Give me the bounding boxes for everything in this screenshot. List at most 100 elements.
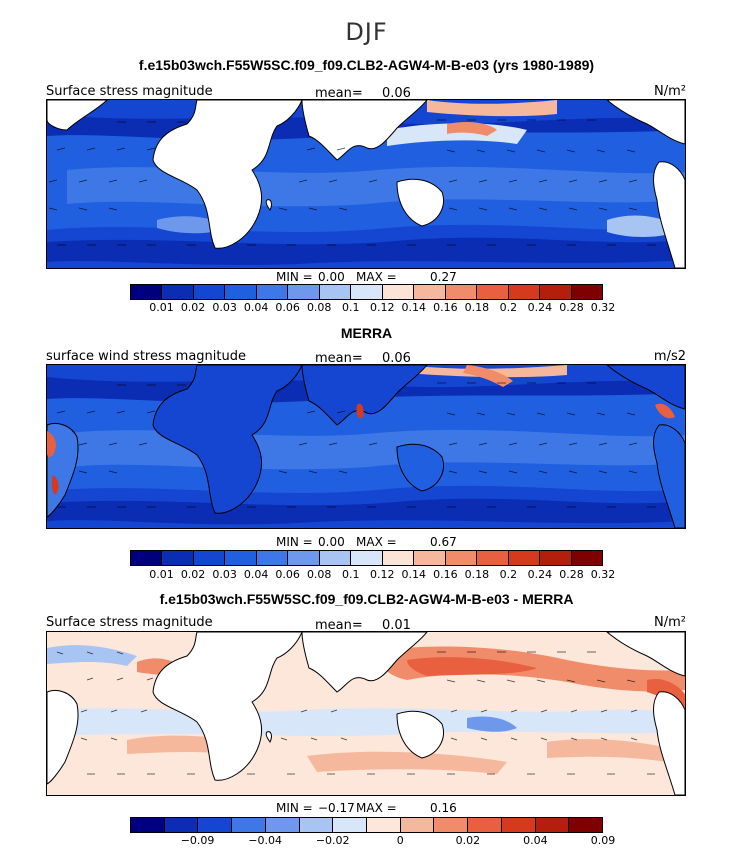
panel-1-min-value: 0.00 bbox=[318, 270, 345, 284]
panel-2-colorbar-ticks: 0.01 0.02 0.03 0.04 0.06 0.08 0.1 0.12 0.14 0.16 0… bbox=[130, 568, 615, 582]
colorbar-swatch bbox=[333, 818, 368, 832]
panel-1-map bbox=[46, 99, 686, 269]
panel-3-units: N/m² bbox=[654, 615, 686, 630]
panel-1-units: N/m² bbox=[654, 84, 686, 99]
colorbar-swatch bbox=[540, 551, 572, 565]
colorbar-swatch bbox=[477, 285, 509, 299]
colorbar-tick-label: 0.16 bbox=[433, 301, 458, 314]
colorbar-swatch bbox=[256, 285, 289, 299]
colorbar-swatch bbox=[535, 818, 570, 832]
colorbar-swatch bbox=[571, 551, 603, 565]
colorbar-tick-label: 0.01 bbox=[149, 568, 174, 581]
colorbar-swatch bbox=[162, 285, 194, 299]
colorbar-swatch bbox=[434, 818, 469, 832]
colorbar-tick-label: −0.04 bbox=[248, 834, 282, 847]
colorbar-swatch bbox=[225, 285, 257, 299]
colorbar-swatch bbox=[232, 818, 266, 832]
panel-1-colorbar-ticks: 0.01 0.02 0.03 0.04 0.06 0.08 0.1 0.12 0.14 0.16 0… bbox=[130, 301, 615, 315]
colorbar-tick-label: 0.14 bbox=[401, 301, 427, 314]
colorbar-tick-label: 0.2 bbox=[499, 568, 518, 581]
colorbar-swatch bbox=[193, 285, 226, 299]
colorbar-swatch bbox=[164, 818, 199, 832]
colorbar-tick-label: 0.28 bbox=[559, 568, 584, 581]
colorbar-tick-label: 0.02 bbox=[180, 301, 206, 314]
colorbar-tick-label: 0.16 bbox=[433, 568, 458, 581]
colorbar-swatch bbox=[367, 818, 401, 832]
colorbar-tick-label: 0.28 bbox=[559, 301, 584, 314]
colorbar-tick-label: 0.32 bbox=[590, 568, 616, 581]
panel-3-map bbox=[46, 631, 686, 796]
panel-2-min-value: 0.00 bbox=[318, 535, 345, 549]
colorbar-tick-label: 0.04 bbox=[243, 568, 269, 581]
colorbar-tick-label: −0.09 bbox=[180, 834, 215, 847]
panel-3-max-value: 0.16 bbox=[430, 801, 457, 815]
panel-3-mean-value: 0.01 bbox=[382, 618, 411, 633]
colorbar-swatch bbox=[351, 285, 383, 299]
panel-2-mean-label: mean= bbox=[315, 351, 363, 366]
colorbar-tick-label: 0.18 bbox=[464, 301, 490, 314]
colorbar-swatch bbox=[351, 551, 383, 565]
colorbar-tick-label: 0.24 bbox=[527, 568, 553, 581]
panel-1-max-label: MAX = bbox=[356, 270, 397, 284]
colorbar-tick-label: 0.08 bbox=[306, 301, 332, 314]
panel-3-min-label: MIN = bbox=[276, 801, 313, 815]
colorbar-swatch bbox=[131, 285, 163, 299]
colorbar-tick-label: 0.18 bbox=[464, 568, 490, 581]
colorbar-swatch bbox=[414, 285, 446, 299]
colorbar-tick-label: 0.24 bbox=[527, 301, 553, 314]
panel-1-mean-value: 0.06 bbox=[382, 86, 411, 101]
colorbar-tick-label: 0.12 bbox=[370, 301, 395, 314]
panel-2-mean-value: 0.06 bbox=[382, 351, 411, 366]
colorbar-tick-label: 0.1 bbox=[341, 301, 360, 314]
colorbar-tick-label: 0.12 bbox=[370, 568, 395, 581]
colorbar-tick-label: 0.1 bbox=[341, 568, 360, 581]
colorbar-tick-label: 0.2 bbox=[499, 301, 518, 314]
colorbar-tick-label: 0.02 bbox=[180, 568, 206, 581]
colorbar-swatch bbox=[540, 285, 572, 299]
panel-2-title: MERRA bbox=[340, 325, 393, 341]
colorbar-swatch bbox=[288, 551, 320, 565]
colorbar-swatch bbox=[131, 551, 163, 565]
panel-1-mean-label: mean= bbox=[315, 86, 363, 101]
colorbar-tick-label: 0.14 bbox=[401, 568, 427, 581]
colorbar-swatch bbox=[569, 818, 603, 832]
colorbar-swatch bbox=[288, 285, 320, 299]
colorbar-swatch bbox=[299, 818, 334, 832]
panel-1-max-value: 0.27 bbox=[430, 270, 457, 284]
colorbar-swatch bbox=[225, 551, 257, 565]
panel-1-variable-label: Surface stress magnitude bbox=[46, 84, 213, 99]
panel-3-colorbar bbox=[130, 817, 603, 833]
colorbar-tick-label: 0.03 bbox=[212, 301, 237, 314]
colorbar-swatch bbox=[400, 818, 435, 832]
colorbar-swatch bbox=[382, 551, 415, 565]
colorbar-swatch bbox=[198, 818, 233, 832]
colorbar-swatch bbox=[131, 818, 165, 832]
colorbar-swatch bbox=[162, 551, 194, 565]
colorbar-swatch bbox=[445, 551, 478, 565]
colorbar-swatch bbox=[414, 551, 446, 565]
colorbar-tick-label: 0.32 bbox=[590, 301, 616, 314]
panel-3-mean-label: mean= bbox=[315, 618, 363, 633]
panel-2-map bbox=[46, 364, 686, 529]
panel-1-colorbar bbox=[130, 284, 603, 300]
panel-1-title: f.e15b03wch.F55W5SC.f09_f09.CLB2-AGW4-M-… bbox=[138, 57, 595, 73]
colorbar-swatch bbox=[319, 551, 352, 565]
colorbar-tick-label: 0.06 bbox=[275, 568, 300, 581]
panel-1-min-label: MIN = bbox=[276, 270, 313, 284]
colorbar-tick-label: 0.06 bbox=[275, 301, 300, 314]
colorbar-swatch bbox=[256, 551, 289, 565]
colorbar-swatch bbox=[265, 818, 300, 832]
colorbar-tick-label: 0 bbox=[396, 834, 404, 847]
colorbar-tick-label: 0.09 bbox=[590, 834, 616, 847]
panel-2-colorbar bbox=[130, 550, 603, 566]
colorbar-swatch bbox=[508, 285, 541, 299]
colorbar-swatch bbox=[508, 551, 541, 565]
panel-2-variable-label: surface wind stress magnitude bbox=[46, 349, 246, 364]
colorbar-swatch bbox=[477, 551, 509, 565]
season-title: DJF bbox=[345, 18, 388, 46]
colorbar-swatch bbox=[571, 285, 603, 299]
colorbar-tick-label: 0.03 bbox=[212, 568, 237, 581]
colorbar-swatch bbox=[319, 285, 352, 299]
colorbar-swatch bbox=[445, 285, 478, 299]
panel-3-variable-label: Surface stress magnitude bbox=[46, 615, 213, 630]
